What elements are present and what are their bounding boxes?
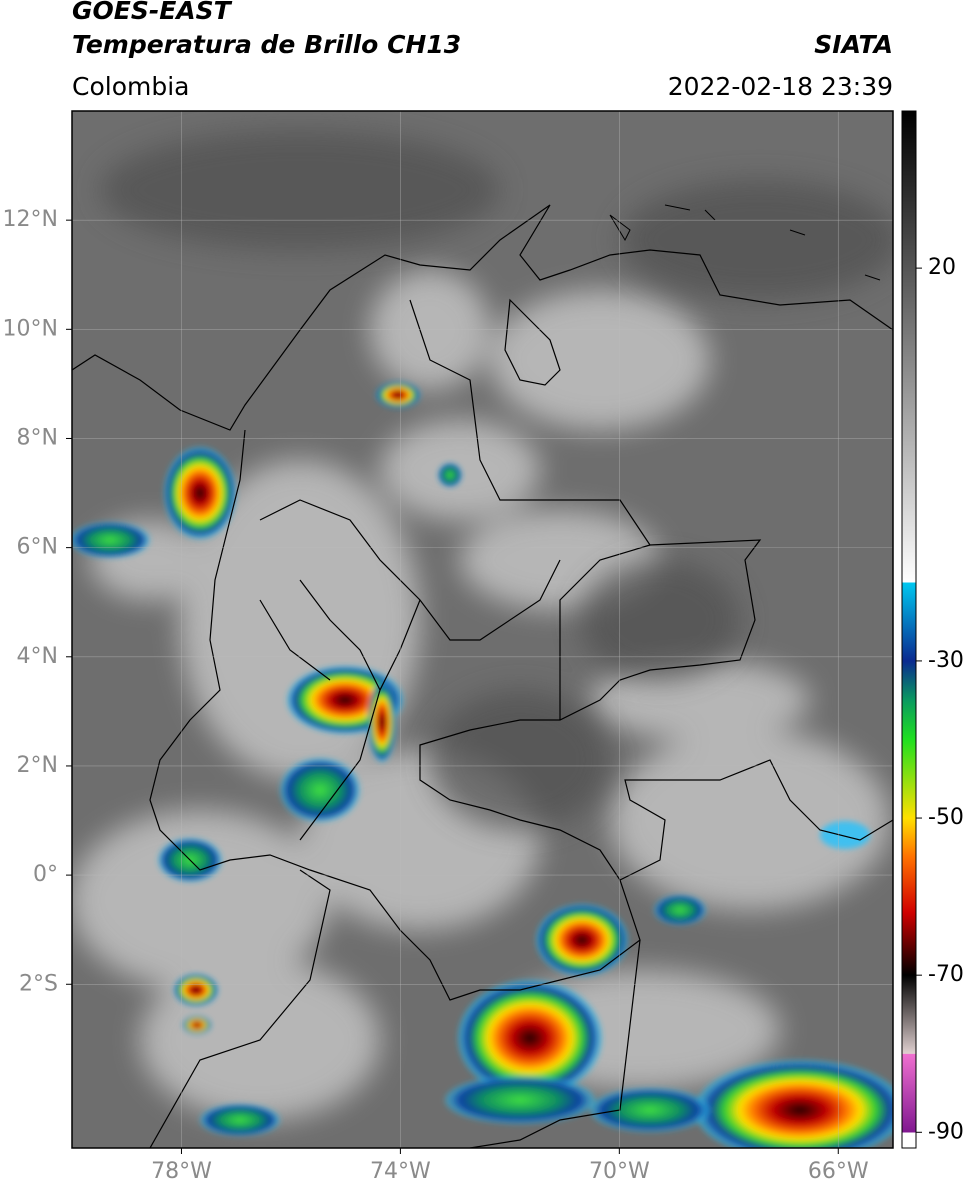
y-tick-label: 10°N <box>3 316 58 341</box>
colorbar-tick-label: -50 <box>928 805 964 830</box>
colorbar-tick-label: -70 <box>928 962 964 987</box>
datetime: 2022-02-18 23:39 <box>668 72 893 101</box>
y-tick-label: 8°N <box>17 425 58 450</box>
colorbar-tick-label: 20 <box>928 255 956 280</box>
source: SIATA <box>814 30 893 59</box>
x-tick-label: 66°W <box>808 1159 869 1184</box>
x-tick-label: 70°W <box>589 1159 650 1184</box>
title: GOES-EAST <box>72 0 233 25</box>
satellite-image <box>72 111 893 1148</box>
map-frame <box>71 110 894 1149</box>
x-tick-label: 78°W <box>151 1159 212 1184</box>
y-tick-label: 2°S <box>19 971 58 996</box>
y-tick-label: 2°N <box>17 753 58 778</box>
y-tick-label: 12°N <box>3 207 58 232</box>
region: Colombia <box>72 72 189 101</box>
y-tick-label: 6°N <box>17 535 58 560</box>
y-tick-label: 0° <box>33 862 58 887</box>
y-tick-label: 4°N <box>17 644 58 669</box>
colorbar <box>901 110 917 1149</box>
subtitle: Temperatura de Brillo CH13 <box>72 30 461 59</box>
colorbar-tick-label: -30 <box>928 648 964 673</box>
colorbar-tick-label: -90 <box>928 1119 964 1144</box>
x-tick-label: 74°W <box>370 1159 431 1184</box>
